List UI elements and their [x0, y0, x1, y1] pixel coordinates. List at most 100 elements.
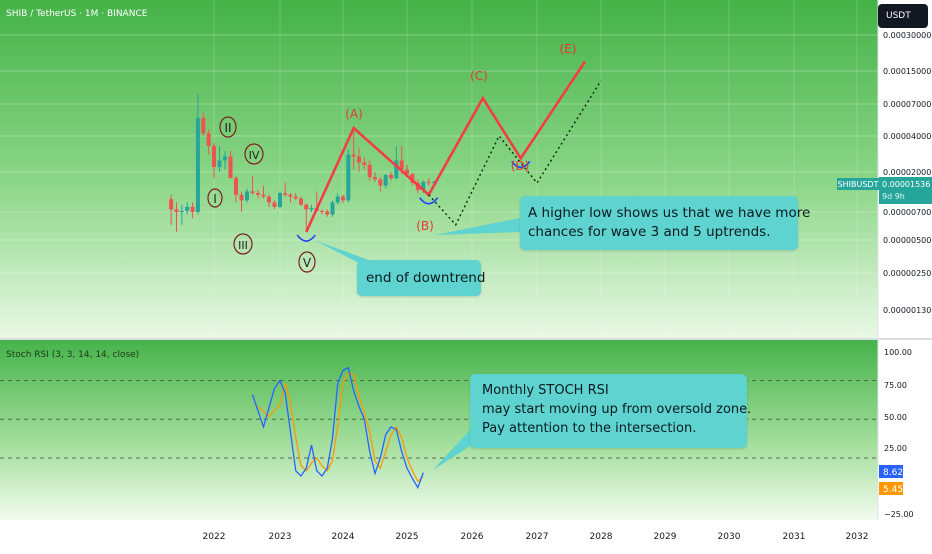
candle-body [283, 193, 288, 195]
downtrend-text: end of downtrend [366, 270, 486, 286]
k-value-tag-bg [879, 465, 903, 478]
price-scale-label: 0.00004000 [883, 132, 931, 141]
time-axis-label: 2029 [654, 532, 677, 542]
wave-label-c: (C) [470, 69, 488, 83]
wave-label-4-text: IV [249, 149, 260, 162]
price-scale-label: 0.00007000 [883, 100, 931, 109]
price-tag-value: 0.00001536 [882, 180, 930, 189]
time-axis-label: 2030 [718, 532, 741, 542]
price-scale-label: 0.00015000 [883, 67, 931, 76]
price-tag-countdown: 9d 9h [882, 192, 905, 201]
wave-projections [305, 60, 602, 233]
candle-body [410, 173, 415, 183]
wave-label-5-text: V [303, 256, 312, 270]
bubble-tail-stoch [433, 430, 470, 470]
candle-body [383, 174, 388, 186]
wave-label-1: I [207, 188, 223, 208]
candle-body [299, 198, 303, 205]
d-value-tag: 5.45 [883, 485, 903, 495]
currency-button[interactable]: USDT [878, 4, 928, 28]
pivot-arc-marker [296, 234, 316, 242]
stoch-line-3: Pay attention to the intersection. [482, 421, 697, 436]
candle-body [288, 194, 293, 197]
candle-body [185, 206, 190, 211]
candle-body [335, 196, 340, 203]
stoch-rsi-lines [251, 366, 424, 490]
ticker-tag: SHIBUSDT [838, 180, 879, 189]
grid [0, 380, 878, 459]
pivot-arc-marker [511, 160, 531, 169]
currency-button-label: USDT [886, 11, 911, 21]
candle-body [351, 154, 356, 157]
price-scale-label: 0.00000250 [883, 269, 931, 278]
candle-body [405, 169, 409, 174]
wave-label-1-text: I [213, 192, 217, 206]
candle-body [320, 210, 324, 212]
last-price-tag: SHIBUSDT 0.00001536 9d 9h [837, 177, 932, 204]
candle-body [399, 160, 404, 170]
higher-low-line-2: chances for wave 3 and 5 uptrends. [528, 224, 771, 240]
candle-body [325, 211, 330, 215]
time-axis-label: 2028 [590, 532, 613, 542]
candle-body [228, 156, 233, 179]
wave-label-2: II [219, 116, 237, 138]
price-scale-label: 0.00000500 [883, 236, 931, 245]
price-scale-label: 0.00000700 [883, 208, 931, 217]
candles [169, 94, 437, 233]
candle-body [239, 194, 244, 201]
time-axis-label: 2022 [203, 532, 226, 542]
higher-low-bubble: A higher low shows us that we have more … [520, 196, 810, 250]
candle-body [373, 177, 377, 180]
candle-body [169, 199, 174, 210]
time-axis-labels: 2022 2023 2024 2025 2026 2027 2028 2029 2030 2031… [203, 532, 869, 542]
k-value-tag: 8.62 [883, 468, 903, 478]
time-axis-label: 2024 [332, 532, 355, 542]
wave-label-4: IV [244, 143, 264, 165]
candle-body [250, 191, 255, 194]
candle-body [245, 191, 249, 201]
time-axis-label: 2027 [526, 532, 549, 542]
price-scale-bg [878, 0, 932, 520]
candle-body [201, 117, 206, 134]
time-axis-label: 2025 [396, 532, 419, 542]
candle-body [293, 196, 298, 199]
candle-body [256, 193, 260, 195]
wave-label-3-text: III [238, 239, 248, 252]
indicator-scale-label: 25.00 [884, 444, 907, 453]
bubble-tail-higher-low [435, 218, 520, 235]
wave-label-5: V [298, 251, 316, 273]
wave-label-d: (D) [511, 159, 530, 173]
indicator-title: Stoch RSI (3, 3, 14, 14, close) [6, 350, 139, 360]
price-tag-bg [879, 177, 932, 204]
candle-body [195, 117, 200, 212]
time-axis-label: 2032 [846, 532, 869, 542]
wave-label-e: (E) [560, 42, 577, 56]
pivot-arc-marker [419, 197, 439, 205]
candle-body [362, 162, 367, 165]
wave-label-2-text: II [224, 121, 231, 135]
wave-label-b: (B) [416, 219, 434, 233]
candle-body [378, 179, 383, 186]
candle-body [267, 196, 271, 203]
pivot-markers [296, 160, 531, 242]
candle-body [346, 154, 351, 201]
candle-body [174, 209, 179, 212]
candle-body [190, 206, 195, 212]
symbol-header: SHIB / TetherUS · 1M · BINANCE [6, 9, 148, 19]
candle-body [341, 196, 345, 201]
ticker-tag-bg [837, 178, 879, 190]
candle-body [278, 193, 282, 207]
downtrend-bubble: end of downtrend [357, 260, 486, 296]
price-scale-label: 0.00002000 [883, 168, 931, 177]
stoch-line-2: may start moving up from oversold zone. [482, 402, 752, 417]
stoch-k-line [251, 366, 424, 490]
candle-body [357, 156, 361, 163]
candle-body [304, 204, 309, 210]
candle-body [217, 160, 222, 168]
candle-body [330, 202, 335, 215]
time-axis-label: 2023 [269, 532, 292, 542]
bubble-tail-downtrend [314, 240, 374, 262]
candle-body [367, 164, 372, 178]
stoch-bubble: Monthly STOCH RSI may start moving up fr… [470, 374, 752, 448]
